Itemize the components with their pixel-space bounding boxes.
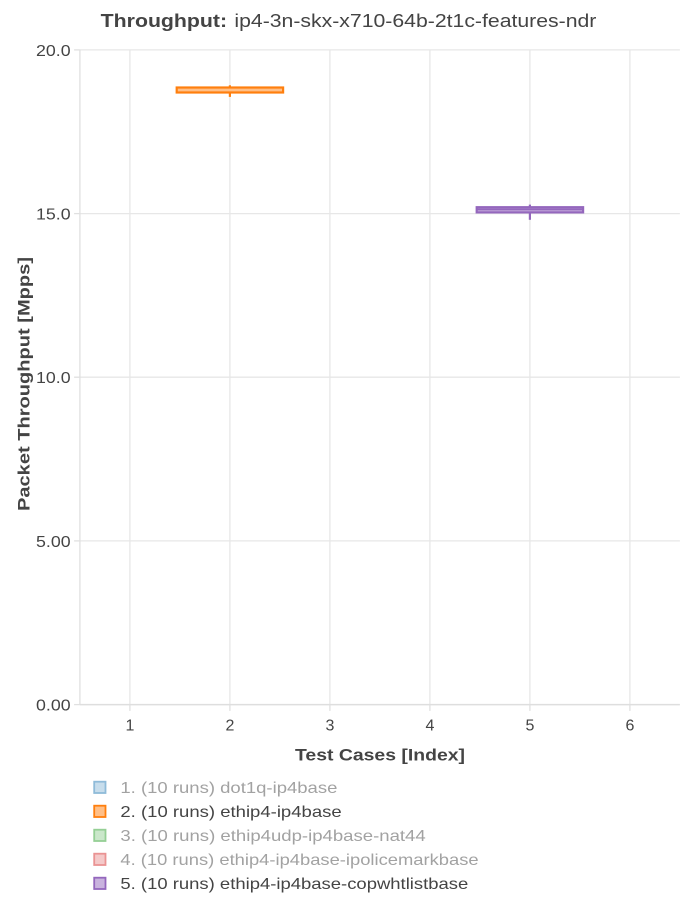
svg-text:5: 5 [525,717,534,734]
svg-text:4: 4 [425,717,434,734]
svg-text:ip4-3n-skx-x710-64b-2t1c-featu: ip4-3n-skx-x710-64b-2t1c-features-ndr [234,11,596,31]
svg-text:5. (10 runs) ethip4-ip4base-co: 5. (10 runs) ethip4-ip4base-copwhtlistba… [120,876,468,893]
svg-text:2. (10 runs) ethip4-ip4base: 2. (10 runs) ethip4-ip4base [120,804,341,821]
svg-text:Packet Throughput [Mpps]: Packet Throughput [Mpps] [14,257,33,511]
svg-text:10.0: 10.0 [36,370,71,387]
svg-text:3. (10 runs) ethip4udp-ip4base: 3. (10 runs) ethip4udp-ip4base-nat44 [120,828,425,845]
svg-text:1: 1 [125,717,134,734]
svg-text:6: 6 [625,717,634,734]
svg-text:20.0: 20.0 [36,43,71,60]
svg-text:15.0: 15.0 [36,207,71,224]
svg-text:Test Cases [Index]: Test Cases [Index] [295,746,465,765]
svg-text:0.00: 0.00 [36,698,71,715]
svg-text:4. (10 runs) ethip4-ip4base-ip: 4. (10 runs) ethip4-ip4base-ipolicemarkb… [120,852,478,869]
svg-text:2: 2 [225,717,234,734]
svg-text:Throughput:: Throughput: [101,11,227,31]
svg-text:3: 3 [325,717,334,734]
svg-text:5.00: 5.00 [36,534,71,551]
svg-text:1. (10 runs) dot1q-ip4base: 1. (10 runs) dot1q-ip4base [120,780,337,797]
